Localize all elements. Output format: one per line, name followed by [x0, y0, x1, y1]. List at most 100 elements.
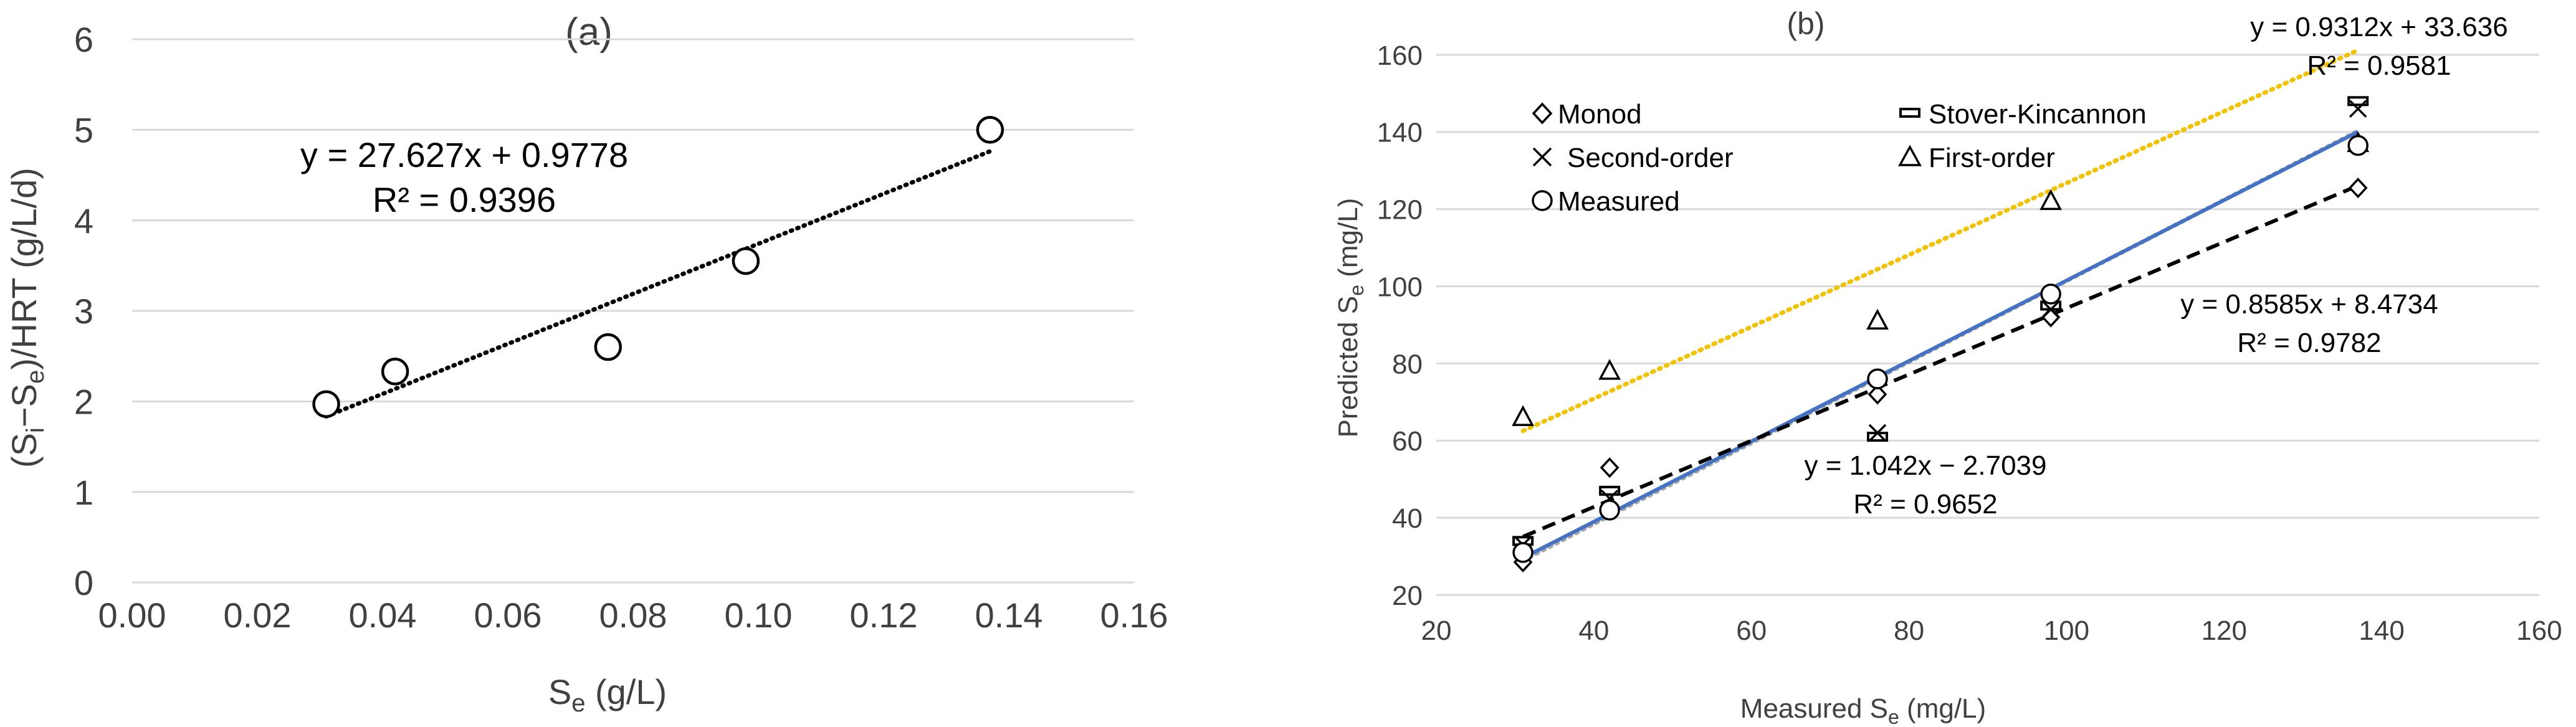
legend-item-second-order: Second-order — [1532, 143, 1734, 173]
a-x-tick-label: 0.12 — [850, 596, 918, 635]
panel-b-y-tick-labels: 20 40 60 80 100 120 140 160 — [1377, 40, 1423, 611]
legend-label-first-order: First-order — [1929, 143, 2055, 173]
legend-item-measured: Measured — [1532, 186, 1680, 217]
b-y-tick-label: 140 — [1377, 118, 1423, 148]
trendline-first-order-fit — [1520, 48, 2360, 434]
b-y-tick-label: 20 — [1392, 581, 1423, 611]
panel-a-x-tick-labels: 0.00 0.02 0.04 0.06 0.08 0.10 0.12 0.14 0.16 — [98, 596, 1168, 635]
trendline-stover-kincannon-fit — [1522, 130, 2359, 560]
trendline-monod-fit — [1522, 184, 2359, 539]
panel-a-equation: y = 27.627x + 0.9778 — [300, 135, 628, 174]
panel-a-y-title-p2: −S — [4, 384, 44, 427]
a-x-tick-label: 0.02 — [224, 596, 292, 635]
panel-a-points — [312, 116, 1004, 418]
b-y-tick-label: 120 — [1377, 195, 1423, 226]
panel-a-point-4 — [976, 116, 1004, 144]
b-x-tick-label: 60 — [1736, 615, 1767, 646]
a-y-tick-label: 5 — [74, 110, 93, 150]
panel-a-y-axis-title: (Si−Se)/HRT (g/L/d) — [4, 168, 49, 468]
b-x-tick-label: 100 — [2044, 615, 2089, 646]
b-x-tick-label: 160 — [2516, 615, 2562, 646]
panel-a-y-title-p3: )/HRT (g/L/d) — [4, 168, 44, 370]
point-first-order-1 — [1598, 359, 1621, 380]
point-second-order-4 — [2349, 100, 2367, 118]
b-x-tick-label: 80 — [1894, 615, 1924, 646]
panel-b-x-title-main: Measured S — [1740, 693, 1888, 724]
panel-b-x-title-rest: (mg/L) — [1899, 693, 1986, 724]
a-y-tick-label: 3 — [74, 292, 93, 331]
panel-a-y-title-p1: (S — [4, 433, 44, 468]
panel-a-label: (a) — [565, 11, 613, 54]
panel-a-x-title-rest: (g/L) — [585, 672, 667, 711]
legend-label-second-order: Second-order — [1567, 143, 1734, 173]
legend-marker-triangle — [1898, 145, 1922, 166]
panel-b-r2-stover: R² = 0.9652 — [1853, 489, 1997, 520]
panel-a-point-1 — [381, 358, 409, 386]
point-measured-2 — [1867, 368, 1888, 389]
point-measured-0 — [1512, 542, 1534, 563]
a-x-tick-label: 0.14 — [975, 596, 1043, 635]
panel-b-y-title-rest: (mg/L) — [1333, 198, 1363, 285]
point-measured-1 — [1599, 500, 1620, 521]
panel-b-x-axis-title: Measured Se (mg/L) — [1740, 693, 1986, 727]
panel-b-eq-monod: y = 0.8585x + 8.4734 — [2180, 289, 2438, 320]
panel-b-y-axis-title: Predicted Se (mg/L) — [1333, 198, 1368, 438]
panel-b-legend: Monod Stover-Kincannon Second-order Firs… — [1532, 99, 2147, 217]
panel-b-x-tick-labels: 20 40 60 80 100 120 140 160 — [1421, 615, 2562, 646]
panel-b-eq-stover: y = 1.042x − 2.7039 — [1805, 450, 2047, 481]
panel-b-x-title-sub: e — [1888, 706, 1899, 727]
panel-b-r2-monod: R² = 0.9782 — [2237, 328, 2381, 358]
a-y-tick-label: 2 — [74, 382, 93, 421]
legend-item-stover-kincannon: Stover-Kincannon — [1899, 99, 2147, 130]
panel-a-gridlines — [132, 38, 1134, 493]
panel-b-y-title-main: Predicted S — [1333, 296, 1363, 437]
legend-label-monod: Monod — [1558, 99, 1642, 130]
a-x-tick-label: 0.10 — [725, 596, 793, 635]
panel-b-eq-first-order: y = 0.9312x + 33.636 — [2250, 12, 2507, 42]
panel-a-x-title-main: S — [548, 672, 571, 711]
point-measured-4 — [2347, 135, 2368, 156]
legend-label-stover-kincannon: Stover-Kincannon — [1929, 99, 2147, 130]
legend-item-first-order: First-order — [1898, 143, 2055, 173]
panel-a-x-axis-title: Se (g/L) — [548, 672, 667, 717]
b-x-tick-label: 140 — [2359, 615, 2404, 646]
legend-marker-circle — [1532, 190, 1553, 211]
b-y-tick-label: 80 — [1392, 349, 1423, 379]
panel-b-label: (b) — [1787, 6, 1825, 41]
b-y-tick-label: 100 — [1377, 272, 1423, 302]
b-y-tick-label: 160 — [1377, 40, 1423, 71]
panel-a-y-title-s2: e — [22, 370, 49, 384]
panel-b-r2-first-order: R² = 0.9581 — [2307, 50, 2451, 81]
panel-a-r2: R² = 0.9396 — [373, 180, 556, 219]
legend-marker-x — [1532, 147, 1552, 167]
point-second-order-2 — [1868, 424, 1887, 442]
legend-marker-diamond — [1532, 102, 1553, 125]
point-first-order-0 — [1512, 405, 1534, 426]
b-x-tick-label: 40 — [1578, 615, 1609, 646]
a-x-tick-label: 0.04 — [349, 596, 417, 635]
panel-b-points — [1512, 96, 2370, 573]
point-measured-3 — [2040, 283, 2061, 305]
a-x-tick-label: 0.16 — [1100, 596, 1168, 635]
panel-a-point-3 — [732, 247, 760, 275]
point-second-order-3 — [2041, 300, 2060, 318]
a-x-tick-label: 0.00 — [98, 596, 166, 635]
panel-a-y-title-s1: i — [22, 427, 49, 433]
b-x-tick-label: 120 — [2202, 615, 2247, 646]
point-monod-1 — [1600, 457, 1620, 478]
panel-b-chart: (b) 20 40 60 80 100 120 140 160 20 40 60 80 100 120 1… — [1333, 6, 2562, 727]
panel-a-point-2 — [594, 333, 623, 361]
point-monod-2 — [1868, 384, 1887, 405]
point-monod-4 — [2348, 178, 2368, 199]
panel-b-y-title-sub: e — [1345, 285, 1368, 296]
a-y-tick-label: 0 — [74, 563, 93, 602]
legend-item-monod: Monod — [1532, 99, 1642, 130]
b-x-tick-label: 20 — [1421, 615, 1452, 646]
b-y-tick-label: 40 — [1392, 503, 1423, 534]
legend-marker-bar — [1899, 108, 1920, 118]
point-first-order-3 — [2039, 189, 2063, 211]
panel-b-trendlines — [1520, 48, 2360, 563]
panel-a-x-title-sub: e — [571, 690, 585, 717]
panel-a-trendline — [324, 149, 993, 419]
